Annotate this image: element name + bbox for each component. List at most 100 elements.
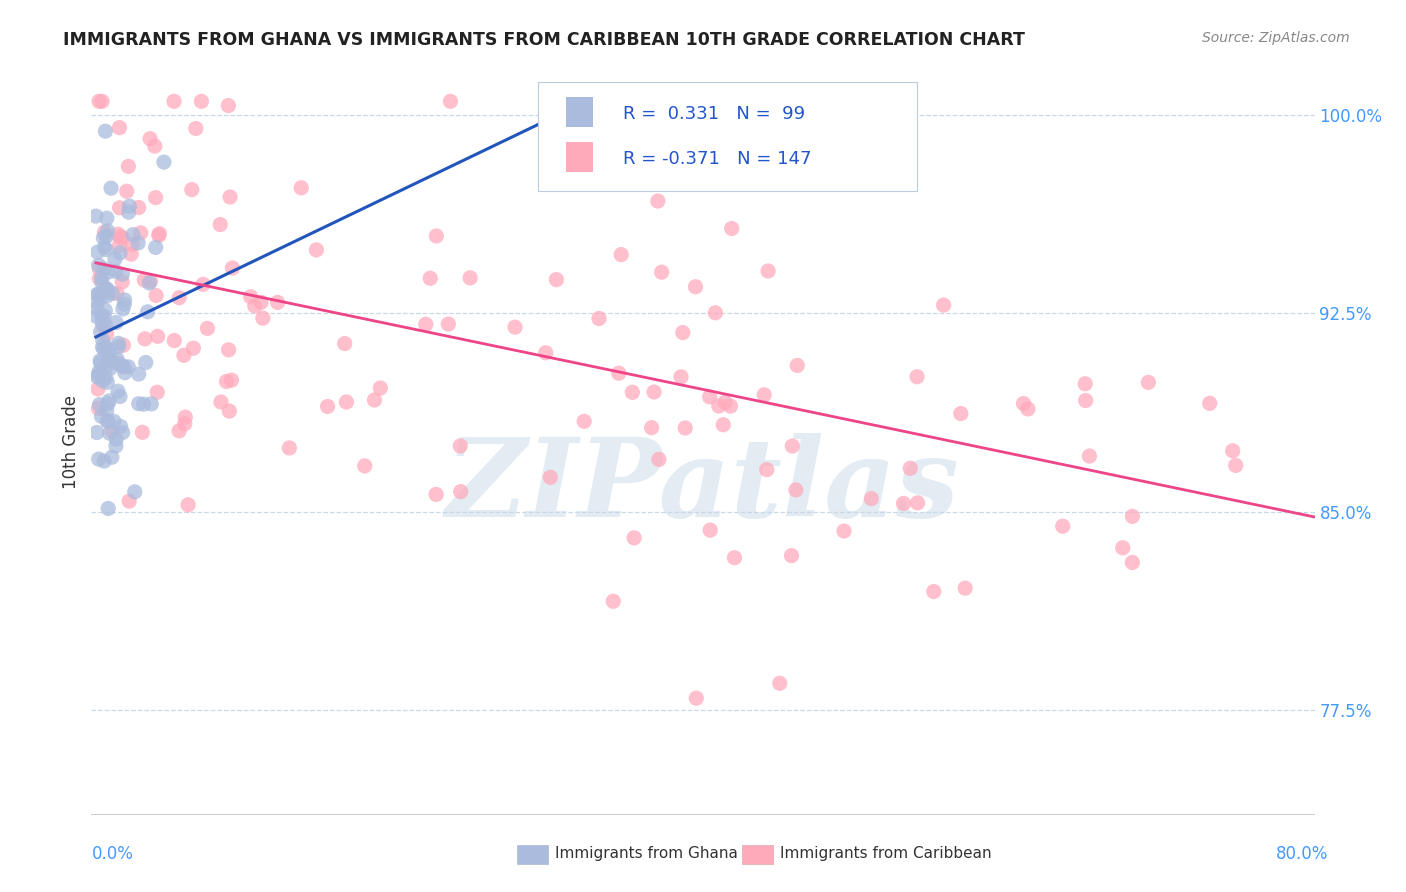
Point xyxy=(720,221,742,235)
Point xyxy=(266,295,288,310)
Point xyxy=(1074,376,1097,391)
Point xyxy=(335,395,357,409)
Point xyxy=(190,95,212,109)
Point xyxy=(98,353,121,368)
Point xyxy=(132,397,155,411)
Point xyxy=(93,231,115,245)
Point xyxy=(97,265,120,279)
Point xyxy=(278,441,301,455)
Point xyxy=(425,487,447,501)
Point xyxy=(108,238,131,252)
Point xyxy=(97,414,120,428)
Point xyxy=(949,407,972,421)
Point xyxy=(218,343,240,357)
Point xyxy=(215,375,238,389)
Point xyxy=(621,385,644,400)
Point xyxy=(1052,519,1074,533)
Point xyxy=(243,299,266,313)
Point xyxy=(89,325,111,339)
Point xyxy=(98,426,121,441)
Point xyxy=(96,359,118,374)
Point xyxy=(174,410,197,425)
Point xyxy=(89,353,111,368)
Point xyxy=(96,211,118,226)
Point xyxy=(252,311,274,326)
Point xyxy=(574,414,596,428)
Point xyxy=(112,359,135,374)
Point xyxy=(111,275,134,289)
Point xyxy=(1012,396,1035,410)
Point xyxy=(87,401,110,416)
Point xyxy=(219,190,242,204)
Point xyxy=(93,225,115,239)
Point xyxy=(96,289,118,303)
Point xyxy=(122,227,145,242)
Point xyxy=(86,287,108,301)
Point xyxy=(98,361,121,376)
Point xyxy=(785,483,807,497)
Point xyxy=(221,260,243,275)
Point xyxy=(131,425,153,440)
Point xyxy=(699,390,721,404)
Point xyxy=(107,357,129,371)
Point xyxy=(107,227,129,242)
Point xyxy=(167,291,190,305)
Point xyxy=(87,382,110,396)
Point xyxy=(669,369,692,384)
Point xyxy=(98,343,121,358)
Point xyxy=(96,229,118,244)
Point xyxy=(439,95,461,109)
Point xyxy=(111,301,134,316)
Point xyxy=(707,399,730,413)
Point xyxy=(769,676,792,690)
Point xyxy=(105,286,128,301)
Point xyxy=(111,359,134,374)
Point xyxy=(91,317,114,331)
Point xyxy=(91,285,114,300)
Point xyxy=(103,355,125,369)
Point xyxy=(107,384,129,399)
Point xyxy=(588,311,610,326)
FancyBboxPatch shape xyxy=(538,82,917,191)
Point xyxy=(239,290,262,304)
Point xyxy=(105,432,128,446)
Point xyxy=(97,397,120,411)
Point xyxy=(905,369,928,384)
Point xyxy=(180,183,202,197)
Point xyxy=(96,327,118,342)
Point xyxy=(97,501,120,516)
Point xyxy=(129,226,152,240)
Point xyxy=(93,240,115,254)
Point xyxy=(90,356,112,370)
Point xyxy=(425,229,447,244)
Point xyxy=(141,397,163,411)
Text: ZIPatlas: ZIPatlas xyxy=(446,433,960,541)
Text: R = -0.371   N = 147: R = -0.371 N = 147 xyxy=(623,150,813,168)
Point xyxy=(832,524,855,538)
Text: Immigrants from Caribbean: Immigrants from Caribbean xyxy=(780,847,993,861)
Text: Source: ZipAtlas.com: Source: ZipAtlas.com xyxy=(1202,31,1350,45)
Point xyxy=(250,295,273,310)
Point xyxy=(86,245,108,260)
Point xyxy=(110,419,132,434)
Point xyxy=(87,95,110,109)
Point xyxy=(370,381,392,395)
Point xyxy=(118,494,141,508)
Point xyxy=(89,398,111,412)
Text: R =  0.331   N =  99: R = 0.331 N = 99 xyxy=(623,105,806,123)
Point xyxy=(101,425,124,439)
Point xyxy=(111,267,134,281)
Point xyxy=(93,342,115,356)
Point xyxy=(117,359,139,374)
Point xyxy=(450,484,472,499)
Point xyxy=(1121,556,1143,570)
Point xyxy=(177,498,200,512)
Point xyxy=(755,462,778,476)
Point xyxy=(1017,401,1039,416)
Point xyxy=(138,276,160,290)
Point xyxy=(96,376,118,390)
Point xyxy=(104,264,127,278)
Point xyxy=(953,581,976,595)
Point xyxy=(148,227,170,241)
Point xyxy=(145,288,167,302)
